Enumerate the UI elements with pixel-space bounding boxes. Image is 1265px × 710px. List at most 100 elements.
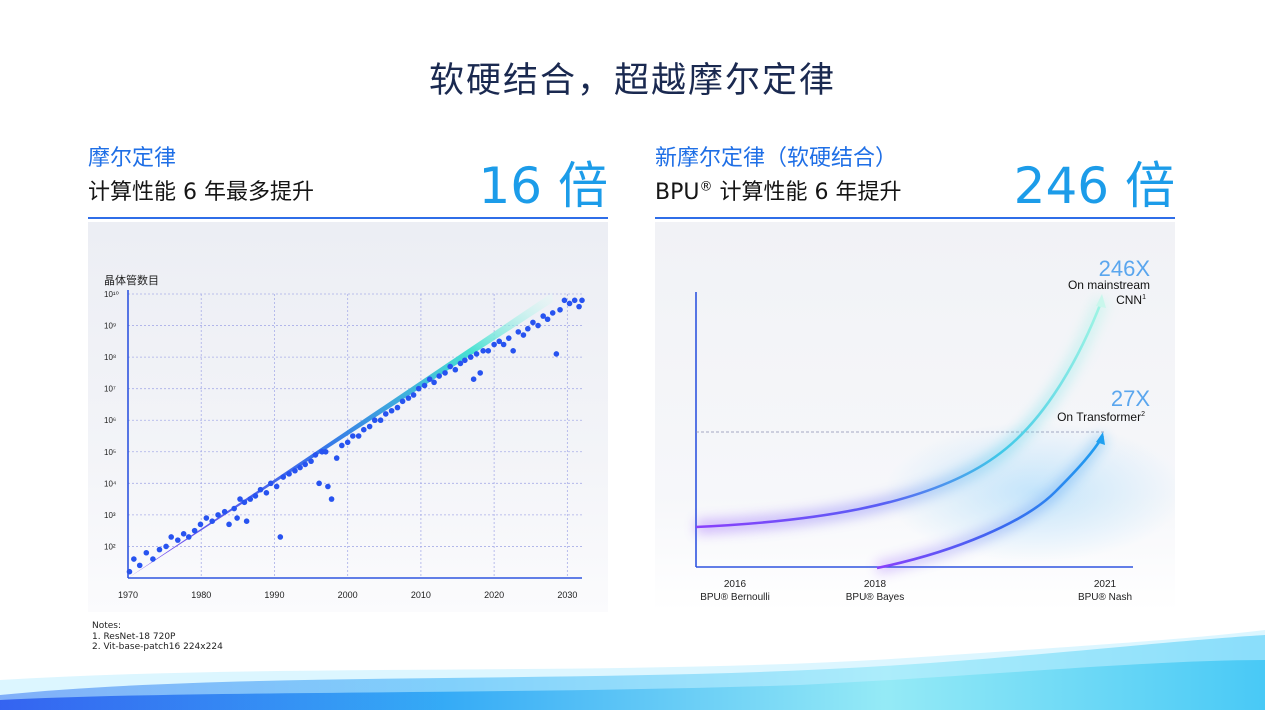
- y-tick-labels: 10² 10³ 10⁴ 10⁵ 10⁶ 10⁷ 10⁸ 10⁹ 10¹⁰: [104, 290, 119, 551]
- cnn-series-name: On mainstream CNN1: [1068, 278, 1150, 307]
- data-point: [243, 518, 250, 524]
- data-point: [515, 329, 522, 335]
- data-point: [350, 433, 356, 439]
- data-point: [388, 407, 395, 414]
- transformer-end-value: 27X: [1111, 386, 1150, 411]
- data-point: [237, 496, 243, 502]
- data-point: [312, 452, 319, 458]
- data-point: [505, 335, 512, 341]
- x-category-name: BPU® Bernoulli: [700, 592, 770, 603]
- data-point: [197, 521, 204, 528]
- data-point: [339, 442, 345, 449]
- data-point: [431, 379, 437, 386]
- y-tick-label: 10⁵: [104, 448, 116, 457]
- data-point: [234, 515, 240, 521]
- data-point: [500, 341, 507, 348]
- right-big-number: 246 倍: [1013, 157, 1175, 215]
- data-point: [174, 537, 181, 543]
- x-tick-label: 2030: [557, 590, 577, 600]
- data-point: [328, 496, 335, 502]
- data-point: [325, 483, 331, 490]
- data-point: [308, 458, 314, 465]
- data-point: [421, 382, 428, 389]
- bpu-growth-chart: 246X On mainstream CNN1 27X On Transformer2 2…: [655, 222, 1185, 612]
- data-point: [480, 348, 486, 354]
- data-point: [191, 527, 198, 534]
- left-divider: [88, 217, 608, 219]
- axes: [127, 290, 582, 579]
- y-tick-label: 10⁷: [104, 385, 116, 394]
- grid-lines: [128, 293, 582, 578]
- data-point: [485, 348, 492, 354]
- y-tick-label: 10⁹: [104, 322, 116, 331]
- cnn-end-value: 246X: [1099, 256, 1151, 281]
- y-tick-label: 10⁴: [104, 479, 117, 488]
- data-point: [535, 322, 541, 329]
- data-point: [442, 370, 448, 376]
- data-point: [273, 483, 280, 490]
- left-subtitle: 摩尔定律: [88, 146, 177, 171]
- right-description-rest: 计算性能 6 年提升: [712, 180, 902, 205]
- note-2: 2. Vit-base-patch16 224x224: [92, 642, 223, 652]
- x-tick-label: 1980: [191, 590, 211, 600]
- data-point: [131, 556, 137, 562]
- data-point: [316, 480, 322, 487]
- x-category-year: 2016: [724, 579, 747, 590]
- data-point: [496, 338, 503, 345]
- x-tick-label: 2010: [411, 590, 431, 600]
- y-tick-label: 10³: [104, 511, 116, 520]
- data-point: [286, 471, 292, 477]
- data-point: [333, 455, 340, 461]
- data-point: [302, 461, 309, 468]
- trend-band: [128, 292, 553, 578]
- y-axis-label: 晶体管数目: [104, 273, 159, 287]
- bottom-wave-decoration: [0, 630, 1265, 710]
- data-point: [247, 496, 254, 502]
- data-point: [394, 404, 401, 411]
- right-subtitle: 新摩尔定律（软硬结合）: [655, 146, 898, 171]
- notes-heading: Notes:: [92, 621, 122, 631]
- data-point: [473, 351, 480, 357]
- data-point: [180, 531, 187, 537]
- x-tick-label: 1970: [118, 590, 138, 600]
- left-description: 计算性能 6 年最多提升: [88, 180, 314, 205]
- cnn-arrowhead: [1096, 294, 1106, 308]
- data-point: [470, 376, 477, 382]
- x-tick-label: 1990: [264, 590, 284, 600]
- data-point: [344, 439, 351, 446]
- data-point: [185, 534, 192, 540]
- x-tick-labels: 1970 1980 1990 2000 2010 2020 2030: [118, 590, 577, 600]
- note-1: 1. ResNet-18 720P: [92, 631, 176, 642]
- data-point: [377, 417, 384, 424]
- transformer-series-name: On Transformer2: [1057, 410, 1145, 424]
- data-point: [549, 310, 556, 316]
- left-panel-header: 摩尔定律 计算性能 6 年最多提升 16 倍: [88, 140, 608, 220]
- data-point: [540, 313, 546, 319]
- data-point: [143, 549, 150, 556]
- x-category-year: 2021: [1094, 579, 1117, 590]
- data-point: [231, 505, 237, 512]
- data-point: [491, 341, 497, 348]
- data-point: [576, 303, 582, 310]
- cnn-curve: [695, 299, 1104, 529]
- data-point: [280, 474, 287, 480]
- x-tick-label: 2020: [484, 590, 504, 600]
- data-point: [292, 467, 298, 474]
- data-point: [221, 508, 228, 515]
- data-point: [452, 366, 459, 373]
- data-points: [126, 297, 585, 575]
- data-point: [203, 515, 210, 521]
- data-point: [405, 395, 412, 401]
- data-point: [410, 392, 417, 398]
- data-point: [297, 464, 303, 471]
- background-glow: [885, 422, 1185, 562]
- data-point: [571, 297, 578, 304]
- x-category-name: BPU® Bayes: [846, 592, 905, 603]
- y-tick-label: 10⁸: [104, 353, 116, 362]
- right-divider: [655, 217, 1175, 219]
- data-point: [462, 357, 468, 364]
- data-point: [447, 363, 453, 370]
- data-point: [566, 300, 573, 307]
